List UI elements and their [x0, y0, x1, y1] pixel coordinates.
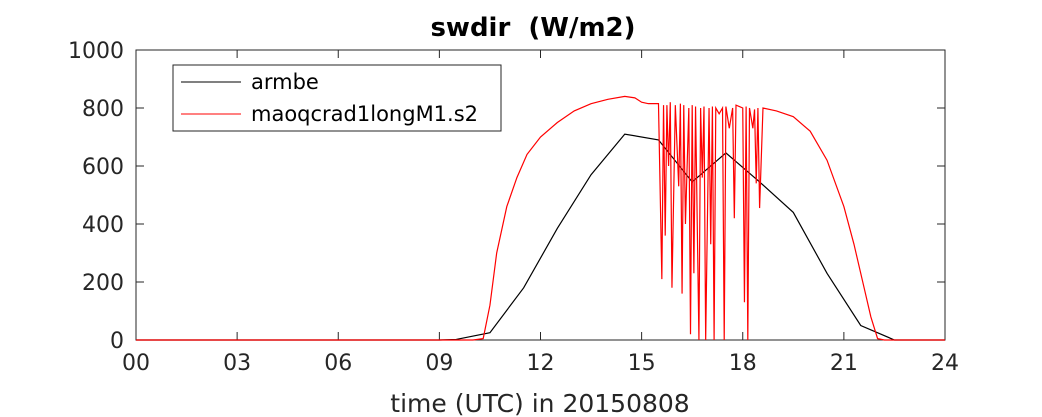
y-tick-label: 600: [82, 155, 124, 180]
y-tick-label: 1000: [68, 39, 124, 64]
x-axis-title: time (UTC) in 20150808: [390, 389, 689, 417]
y-tick-label: 200: [82, 271, 124, 296]
chart-title: swdir (W/m2): [430, 13, 635, 43]
y-tick-label: 800: [82, 97, 124, 122]
x-tick-label: 06: [324, 351, 352, 376]
x-tick-label: 03: [223, 351, 251, 376]
y-axis-ticks: 0 200 400 600 800 1000: [68, 39, 945, 354]
x-tick-label: 15: [628, 351, 656, 376]
x-tick-label: 24: [931, 351, 959, 376]
x-tick-label: 00: [122, 351, 150, 376]
y-tick-label: 400: [82, 213, 124, 238]
y-tick-label: 0: [110, 329, 124, 354]
legend-label-armbe: armbe: [251, 70, 319, 94]
legend-box: [172, 64, 502, 132]
x-axis-ticks: 00 03 06 09 12 15 18 21 24: [122, 50, 959, 376]
x-tick-label: 12: [527, 351, 555, 376]
legend-label-maoqcrad1longM1-s2: maoqcrad1longM1.s2: [251, 102, 478, 126]
x-tick-label: 18: [729, 351, 757, 376]
series-layer: [136, 95, 945, 341]
legend: armbe maoqcrad1longM1.s2: [172, 64, 502, 132]
x-tick-label: 09: [425, 351, 453, 376]
x-tick-label: 21: [830, 351, 858, 376]
series-line-maoqcrad1longM1-s2: [136, 95, 945, 341]
